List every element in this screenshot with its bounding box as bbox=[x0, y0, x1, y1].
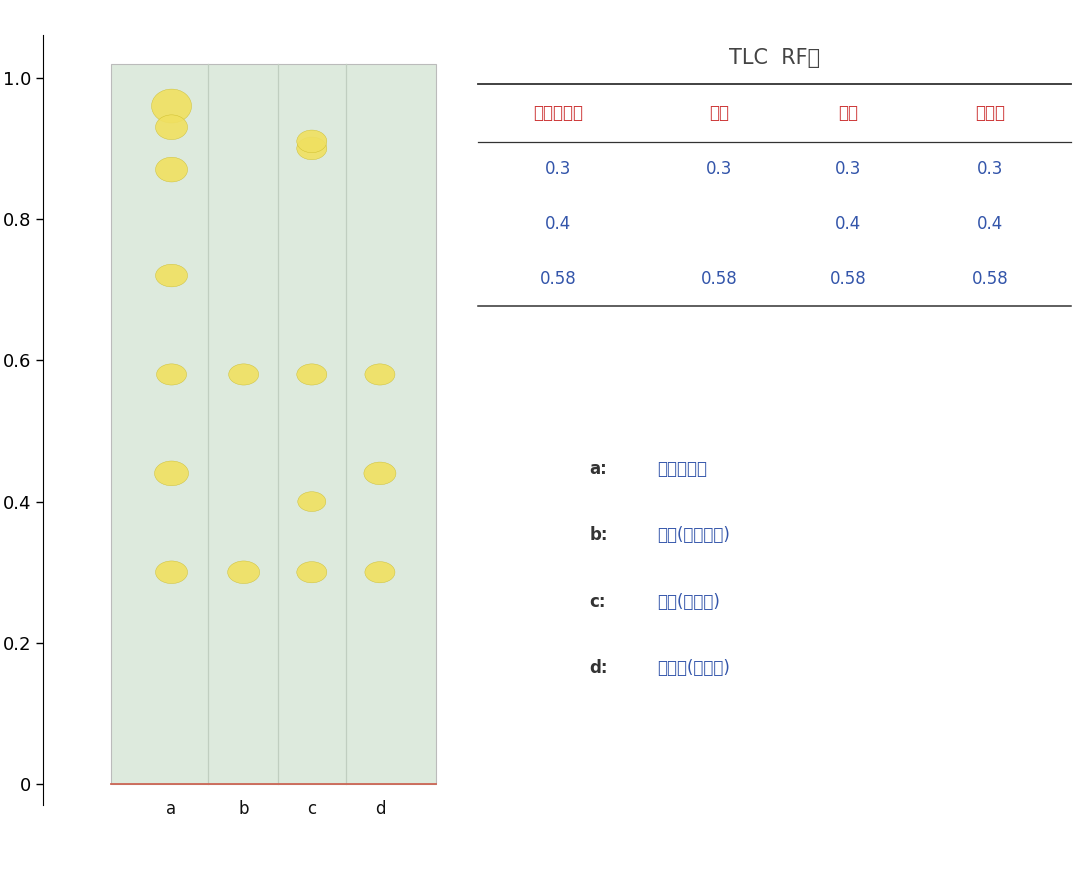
Text: 치자황색소: 치자황색소 bbox=[657, 460, 707, 478]
Text: 0.4: 0.4 bbox=[835, 215, 862, 233]
Ellipse shape bbox=[298, 492, 326, 512]
Text: 0.58: 0.58 bbox=[830, 270, 866, 288]
Bar bbox=[112, 64, 436, 784]
Text: a: a bbox=[167, 800, 177, 818]
Ellipse shape bbox=[156, 561, 187, 583]
Ellipse shape bbox=[297, 130, 327, 152]
Text: 0.3: 0.3 bbox=[835, 160, 862, 178]
Text: 0.4: 0.4 bbox=[545, 215, 572, 233]
Ellipse shape bbox=[297, 562, 327, 583]
Text: 0.3: 0.3 bbox=[545, 160, 572, 178]
Text: 빙과류(롤링바): 빙과류(롤링바) bbox=[657, 659, 730, 677]
Text: b: b bbox=[238, 800, 249, 818]
Text: 치자황색소: 치자황색소 bbox=[533, 104, 584, 122]
Ellipse shape bbox=[152, 89, 192, 123]
Text: b:: b: bbox=[589, 527, 608, 544]
Text: 0.3: 0.3 bbox=[977, 160, 1004, 178]
Ellipse shape bbox=[229, 364, 259, 385]
Ellipse shape bbox=[227, 561, 260, 583]
Text: d: d bbox=[375, 800, 386, 818]
Text: 과자(양파스낵): 과자(양파스낵) bbox=[657, 527, 730, 544]
Ellipse shape bbox=[365, 364, 395, 385]
Text: TLC  RF값: TLC RF값 bbox=[729, 48, 820, 67]
Text: 0.58: 0.58 bbox=[973, 270, 1008, 288]
Text: c: c bbox=[308, 800, 316, 818]
Ellipse shape bbox=[297, 364, 327, 385]
Text: 0.4: 0.4 bbox=[977, 215, 1004, 233]
Ellipse shape bbox=[297, 137, 327, 159]
Text: 0.58: 0.58 bbox=[540, 270, 576, 288]
Text: 0.58: 0.58 bbox=[701, 270, 738, 288]
Text: c:: c: bbox=[589, 593, 605, 611]
Text: 과자: 과자 bbox=[708, 104, 729, 122]
Text: 떡류(화과자): 떡류(화과자) bbox=[657, 593, 720, 611]
Ellipse shape bbox=[155, 461, 188, 486]
Ellipse shape bbox=[156, 158, 187, 182]
Ellipse shape bbox=[364, 462, 396, 485]
Ellipse shape bbox=[365, 562, 395, 583]
Text: 빙과류: 빙과류 bbox=[976, 104, 1005, 122]
Text: 0.3: 0.3 bbox=[706, 160, 732, 178]
Text: d:: d: bbox=[589, 659, 608, 677]
Text: 떡류: 떡류 bbox=[838, 104, 859, 122]
Text: a:: a: bbox=[589, 460, 606, 478]
Ellipse shape bbox=[156, 115, 187, 140]
Ellipse shape bbox=[156, 265, 187, 287]
Ellipse shape bbox=[157, 364, 186, 385]
